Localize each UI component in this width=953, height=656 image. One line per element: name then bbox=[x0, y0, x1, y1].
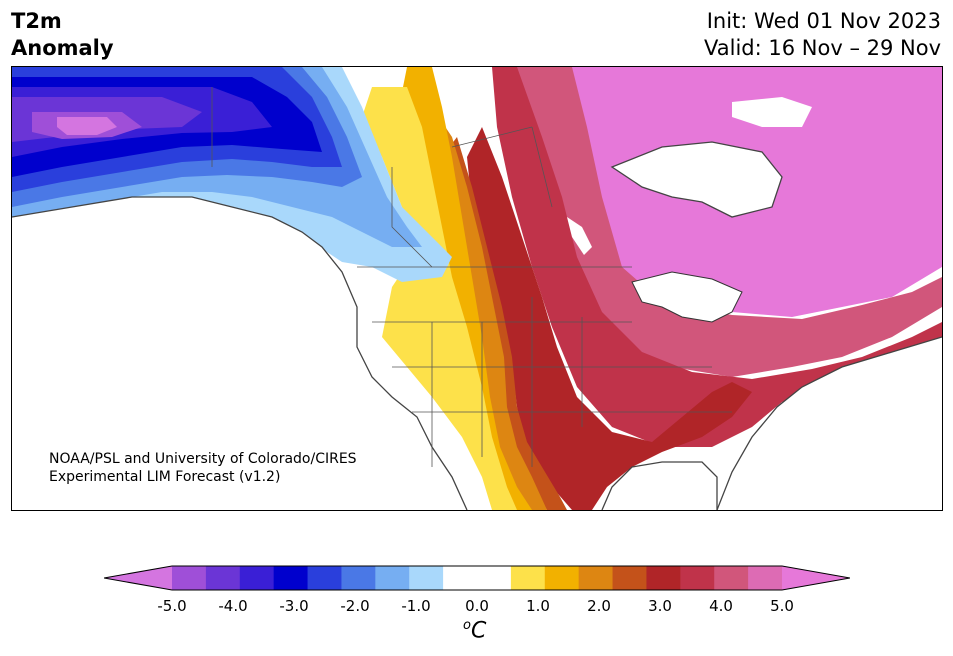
colorbar-cell bbox=[510, 566, 546, 590]
hudson-bay bbox=[612, 142, 782, 217]
arctic-waters bbox=[732, 97, 812, 127]
map-canvas bbox=[12, 67, 942, 510]
colorbar-tick-label: -1.0 bbox=[401, 597, 431, 615]
colorbar-cell bbox=[273, 566, 309, 590]
colorbar-cell bbox=[205, 566, 241, 590]
colorbar-cell bbox=[409, 566, 444, 590]
credit-line-1: NOAA/PSL and University of Colorado/CIRE… bbox=[49, 451, 357, 467]
colorbar-cell bbox=[748, 566, 783, 590]
colorbar-tick-label: 0.0 bbox=[465, 597, 489, 615]
unit-superscript: o bbox=[463, 618, 471, 633]
pacific-ocean bbox=[12, 197, 467, 510]
colorbar-extend-high bbox=[782, 566, 850, 590]
anomaly-zone-red-core bbox=[467, 127, 752, 510]
init-date: Init: Wed 01 Nov 2023 bbox=[706, 9, 941, 33]
colorbar-cell bbox=[578, 566, 614, 590]
colorbar-cell bbox=[375, 566, 410, 590]
valid-range: Valid: 16 Nov – 29 Nov bbox=[704, 36, 941, 60]
colorbar-cells bbox=[104, 565, 850, 591]
anomaly-zone-orchid bbox=[57, 117, 117, 135]
colorbar-tick-label: -5.0 bbox=[157, 597, 187, 615]
colorbar-cell bbox=[239, 566, 275, 590]
coastlines bbox=[12, 141, 942, 510]
credit-line-2: Experimental LIM Forecast (v1.2) bbox=[49, 469, 281, 485]
colorbar-tick-label: 1.0 bbox=[526, 597, 550, 615]
political-borders bbox=[211, 87, 732, 467]
colorbar-extend-low bbox=[104, 566, 172, 590]
colorbar bbox=[104, 565, 850, 591]
anomaly-zone-rose bbox=[512, 67, 942, 377]
colorbar-tick-label: 2.0 bbox=[587, 597, 611, 615]
colorbar-tick-label: 4.0 bbox=[709, 597, 733, 615]
colorbar-cell bbox=[714, 566, 749, 590]
title-line-1: T2m bbox=[11, 9, 62, 33]
colorbar-tick-label: -2.0 bbox=[340, 597, 370, 615]
colorbar-outline bbox=[104, 565, 850, 591]
atlantic-ocean bbox=[717, 337, 942, 510]
colorbar-tick-label: 5.0 bbox=[770, 597, 794, 615]
unit-base: C bbox=[470, 618, 487, 644]
anomaly-zone-yellow bbox=[362, 87, 517, 510]
colorbar-cell bbox=[307, 566, 342, 590]
colorbar-cell bbox=[680, 566, 715, 590]
colorbar-cell bbox=[341, 566, 376, 590]
colorbar-cell bbox=[646, 566, 681, 590]
lake-winnipeg bbox=[567, 217, 592, 255]
colorbar-cell bbox=[477, 566, 512, 590]
colorbar-cell bbox=[172, 566, 207, 590]
colorbar-cell bbox=[612, 566, 647, 590]
forecast-dates: Init: Wed 01 Nov 2023 Valid: 16 Nov – 29… bbox=[704, 8, 941, 62]
colorbar-cell bbox=[443, 566, 478, 590]
colorbar-tick-label: -4.0 bbox=[218, 597, 248, 615]
colorbar-ticks: -5.0 -4.0 -3.0 -2.0 -1.0 0.0 1.0 2.0 3.0 4.0 5.0 bbox=[0, 597, 953, 617]
credit-text: NOAA/PSL and University of Colorado/CIRE… bbox=[49, 450, 357, 486]
anomaly-zone-crimson bbox=[492, 67, 942, 447]
colorbar-cell bbox=[544, 566, 580, 590]
colorbar-tick-label: -3.0 bbox=[279, 597, 309, 615]
colorbar-unit: oC bbox=[463, 618, 486, 643]
colorbar-tick-label: 3.0 bbox=[648, 597, 672, 615]
map-title: T2m Anomaly bbox=[11, 8, 114, 62]
great-lakes bbox=[631, 271, 743, 323]
title-line-2: Anomaly bbox=[11, 36, 114, 60]
gulf-of-mexico bbox=[602, 462, 717, 510]
anomaly-map: NOAA/PSL and University of Colorado/CIRE… bbox=[11, 66, 943, 511]
